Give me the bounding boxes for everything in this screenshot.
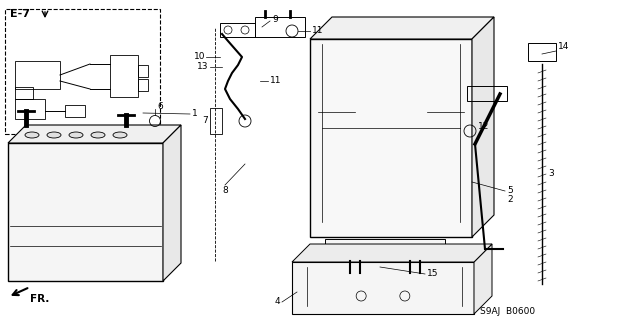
Text: 5: 5 — [507, 187, 513, 196]
Ellipse shape — [113, 132, 127, 138]
Bar — [5, 9, 160, 134]
Bar — [138, 79, 148, 91]
Text: 10: 10 — [193, 53, 205, 62]
Bar — [210, 108, 222, 134]
Text: 1: 1 — [192, 109, 198, 118]
Text: 2: 2 — [507, 195, 513, 204]
Bar — [15, 61, 60, 89]
Bar — [467, 86, 507, 101]
Polygon shape — [163, 125, 181, 281]
Bar — [15, 99, 45, 119]
Text: E-7: E-7 — [10, 9, 30, 19]
Bar — [15, 87, 33, 99]
Text: 8: 8 — [222, 187, 228, 196]
Text: 9: 9 — [272, 16, 278, 25]
Bar — [325, 239, 445, 261]
Text: 11: 11 — [312, 26, 323, 35]
Bar — [528, 43, 556, 61]
Text: 6: 6 — [157, 102, 163, 112]
Bar — [138, 65, 148, 77]
Polygon shape — [292, 244, 492, 262]
Text: 13: 13 — [196, 63, 208, 71]
Bar — [110, 55, 138, 97]
Text: FR.: FR. — [30, 294, 49, 304]
Polygon shape — [474, 244, 492, 314]
Bar — [292, 262, 474, 314]
Bar — [310, 39, 472, 237]
Ellipse shape — [91, 132, 105, 138]
Text: 15: 15 — [427, 270, 438, 278]
Text: 7: 7 — [202, 116, 208, 125]
Text: 3: 3 — [548, 169, 554, 179]
Bar — [255, 17, 305, 37]
Polygon shape — [8, 125, 181, 143]
Ellipse shape — [69, 132, 83, 138]
Text: 14: 14 — [558, 42, 570, 51]
Polygon shape — [472, 17, 494, 237]
Ellipse shape — [25, 132, 39, 138]
Text: 4: 4 — [275, 298, 280, 307]
Polygon shape — [310, 17, 494, 39]
Ellipse shape — [47, 132, 61, 138]
Text: 11: 11 — [270, 77, 282, 85]
Bar — [220, 23, 255, 37]
Bar — [8, 143, 163, 281]
Text: S9AJ  B0600: S9AJ B0600 — [480, 307, 535, 315]
Text: 12: 12 — [478, 122, 490, 131]
Bar — [65, 105, 85, 117]
